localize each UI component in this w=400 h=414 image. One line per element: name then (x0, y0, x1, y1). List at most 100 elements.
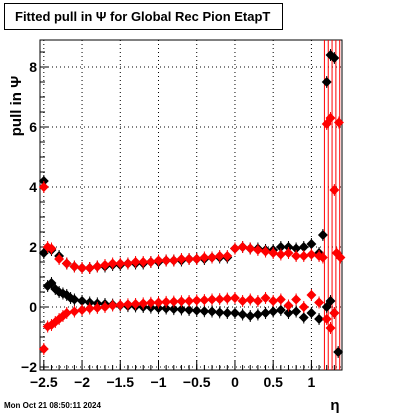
data-point (38, 182, 49, 192)
y-tick-label: 4 (29, 179, 37, 195)
y-tick-label: 8 (29, 59, 37, 75)
data-point (153, 255, 164, 266)
x-tick-label: −1 (151, 374, 167, 390)
x-tick-label: 0 (231, 374, 239, 390)
data-point (260, 246, 271, 257)
data-point (191, 305, 202, 316)
data-point (291, 243, 302, 254)
data-point (329, 185, 340, 195)
data-point (252, 245, 263, 255)
data-point (245, 311, 256, 321)
data-point (230, 243, 240, 254)
x-tick-label: −2 (74, 374, 90, 390)
data-point (230, 293, 240, 303)
x-axis-label: η (330, 397, 339, 414)
data-point (275, 242, 286, 252)
data-point (184, 305, 195, 315)
data-point (222, 293, 233, 304)
data-point (291, 251, 302, 261)
data-point (145, 297, 156, 308)
data-point (329, 308, 340, 318)
y-axis-label: pull in Ψ (8, 76, 25, 136)
data-point (145, 257, 156, 267)
x-tick-label: −2.5 (30, 374, 58, 390)
data-point (161, 303, 172, 314)
data-point (138, 298, 149, 309)
data-point (283, 308, 294, 318)
x-tick-label: −0.5 (183, 374, 211, 390)
data-point (335, 252, 346, 263)
data-point (306, 249, 317, 260)
data-point (168, 304, 179, 315)
data-point (237, 309, 248, 320)
data-point (207, 306, 217, 317)
data-point (325, 323, 336, 333)
data-point (252, 296, 263, 306)
plot-area (39, 39, 343, 371)
data-point (268, 306, 279, 317)
data-point (168, 255, 179, 266)
data-point (291, 294, 302, 305)
data-point (230, 308, 240, 318)
chart-title-text: Fitted pull in Ψ for Global Rec Pion Eta… (15, 9, 271, 24)
data-point (176, 304, 187, 315)
data-point (130, 299, 141, 309)
data-point (222, 308, 233, 318)
data-point (298, 312, 309, 323)
data-point (161, 296, 172, 307)
data-point (130, 257, 141, 267)
data-point (191, 254, 202, 264)
data-point (168, 296, 179, 307)
data-point (138, 257, 149, 267)
data-point (298, 251, 309, 261)
data-point (245, 243, 256, 254)
x-tick-label: −1.5 (106, 374, 134, 390)
data-point (275, 294, 286, 305)
data-point (317, 230, 328, 240)
data-point (283, 300, 294, 311)
data-point (314, 314, 325, 324)
data-point (283, 248, 294, 258)
data-point (291, 306, 302, 317)
data-point (214, 307, 225, 318)
data-point (314, 297, 325, 308)
data-point (176, 296, 187, 307)
data-point (260, 293, 271, 303)
timestamp: Mon Oct 21 08:50:11 2024 (4, 401, 101, 410)
y-tick-labels: −2 0 2 4 6 8 (21, 59, 37, 375)
data-point (214, 251, 225, 261)
data-point (306, 239, 317, 249)
data-point (252, 309, 263, 320)
data-point (237, 296, 248, 306)
data-point (245, 294, 256, 305)
data-point (214, 294, 225, 305)
data-point (222, 251, 233, 261)
data-point (184, 254, 195, 264)
data-point (275, 305, 286, 315)
data-point (207, 294, 217, 305)
data-point (317, 252, 328, 263)
data-point (325, 296, 336, 306)
data-point (321, 314, 332, 324)
data-point (191, 295, 202, 306)
data-point (46, 243, 57, 254)
y-tick-label: −2 (21, 359, 37, 375)
data-point (298, 302, 309, 312)
y-tick-label: 2 (29, 239, 37, 255)
data-point (298, 242, 309, 252)
data-point (333, 347, 344, 357)
data-point (306, 290, 317, 300)
data-point (268, 248, 279, 258)
data-point (275, 249, 286, 260)
data-point (260, 308, 271, 318)
data-point (237, 242, 248, 252)
data-point (153, 297, 164, 308)
data-point (207, 252, 217, 263)
data-point (199, 252, 210, 263)
data-point (161, 255, 172, 266)
x-tick-labels: −2.5 −2 −1.5 −1 −0.5 0 0.5 1 (30, 374, 316, 390)
data-point (306, 308, 317, 318)
x-tick-label: 1 (308, 374, 316, 390)
x-tick-label: 0.5 (263, 374, 283, 390)
